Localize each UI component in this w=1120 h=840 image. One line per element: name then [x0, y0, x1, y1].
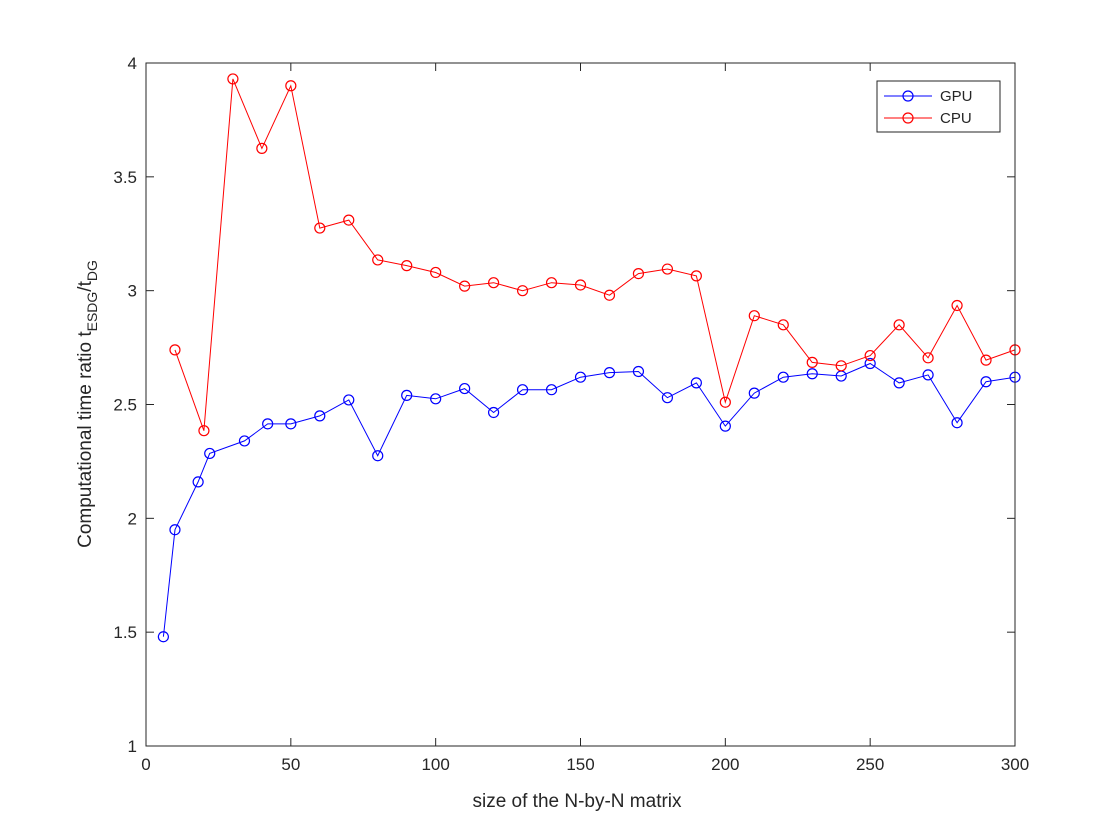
gpu-data-point: [169, 524, 181, 536]
gpu-data-point: [516, 384, 529, 396]
cpu-data-point: [690, 270, 702, 282]
cpu-data-point: [401, 260, 413, 272]
cpu-data-point: [893, 319, 905, 331]
gpu-data-point: [719, 420, 731, 432]
gpu-data-point: [951, 417, 963, 429]
y-tick-label: 1: [128, 737, 137, 756]
legend-cpu-marker: [902, 112, 914, 124]
gpu-data-point: [372, 450, 384, 462]
y-tick-label: 2: [128, 509, 137, 528]
gpu-data-point: [285, 418, 297, 430]
axes-box: [145, 62, 1016, 747]
cpu-data-point: [256, 142, 268, 154]
y-tick-label: 2.5: [113, 396, 137, 415]
gpu-data-point: [314, 410, 326, 422]
cpu-data-point: [314, 222, 326, 234]
x-tick-label: 250: [856, 755, 884, 774]
x-tick-label: 150: [566, 755, 594, 774]
gpu-data-point: [603, 367, 616, 379]
ticks: 0 50 100 150 200 250 300 1 1.5 2 2.5 3 3.5 4: [113, 54, 1029, 774]
x-tick-label: 0: [141, 755, 150, 774]
gpu-series-line: [162, 362, 1016, 637]
gpu-data-point: [343, 394, 355, 406]
axes: [145, 62, 1016, 747]
gpu-data-point: [864, 357, 876, 370]
cpu-data-point: [516, 285, 529, 297]
gpu-data-point: [777, 371, 789, 383]
cpu-data-point: [661, 263, 674, 275]
cpu-data-point: [719, 396, 731, 408]
gpu-data-point: [430, 393, 442, 405]
gpu-data-point: [922, 369, 934, 381]
gpu-data-point: [632, 365, 645, 378]
gpu-data-point: [748, 387, 760, 399]
cpu-data-point: [430, 266, 442, 279]
legend-box: [876, 80, 1001, 133]
gpu-data-point: [574, 371, 587, 383]
gpu-data-point: [157, 631, 169, 643]
y-tick-label: 4: [128, 54, 137, 73]
legend-cpu-label: CPU: [940, 110, 972, 127]
gpu-data-point: [806, 368, 818, 380]
x-tick-label: 200: [711, 755, 739, 774]
gpu-data-point: [262, 418, 274, 430]
cpu-data-point: [343, 214, 355, 226]
cpu-data-point: [459, 280, 471, 292]
gpu-data-point: [238, 435, 251, 447]
cpu-data-point: [285, 80, 297, 92]
cpu-data-point: [835, 360, 847, 372]
cpu-data-point: [777, 319, 789, 331]
plot-area: [157, 73, 1021, 643]
cpu-data-point: [864, 349, 876, 362]
x-axis-label: size of the N-by-N matrix: [472, 791, 682, 812]
legend: GPU CPU: [876, 80, 1001, 133]
cpu-data-point: [169, 344, 181, 356]
gpu-data-point: [401, 389, 413, 401]
gpu-data-point: [690, 377, 702, 389]
cpu-data-point: [980, 354, 992, 366]
cpu-data-point: [198, 425, 210, 437]
cpu-data-point: [372, 254, 384, 266]
gpu-data-point: [893, 377, 905, 389]
cpu-data-point: [748, 310, 760, 322]
cpu-data-point: [951, 299, 963, 312]
y-tick-label: 1.5: [113, 623, 137, 642]
x-tick-label: 100: [421, 755, 449, 774]
gpu-data-point: [545, 384, 558, 396]
y-tick-label: 3.5: [113, 168, 137, 187]
cpu-data-point: [806, 356, 818, 368]
cpu-data-point: [545, 277, 558, 289]
cpu-data-point: [922, 352, 934, 364]
gpu-data-point: [204, 447, 216, 460]
cpu-data-point: [632, 267, 645, 280]
cpu-series-line: [174, 78, 1016, 431]
gpu-data-point: [192, 476, 204, 488]
cpu-data-point: [574, 279, 587, 291]
gpu-data-point: [488, 406, 500, 419]
cpu-data-point: [227, 73, 239, 85]
legend-gpu-marker: [902, 90, 914, 102]
x-tick-label: 50: [281, 755, 300, 774]
gpu-data-point: [661, 392, 674, 404]
gpu-data-point: [980, 376, 992, 388]
y-tick-label: 3: [128, 282, 137, 301]
gpu-data-point: [459, 382, 471, 395]
x-tick-label: 300: [1001, 755, 1029, 774]
cpu-data-point: [488, 277, 500, 289]
cpu-data-point: [603, 289, 616, 301]
legend-gpu-label: GPU: [940, 88, 973, 105]
y-axis-label: Computational time ratio tESDG/tDG: [75, 260, 100, 548]
